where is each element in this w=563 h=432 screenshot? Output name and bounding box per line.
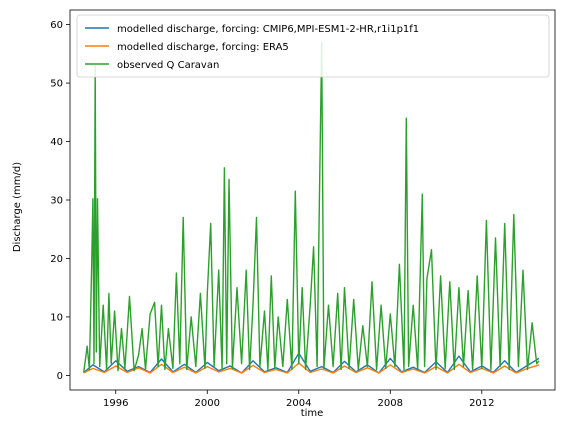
y-tick-label: 40 bbox=[50, 137, 63, 148]
x-tick-label: 2000 bbox=[195, 398, 220, 409]
legend-box bbox=[76, 14, 550, 78]
x-tick-label: 2008 bbox=[378, 398, 403, 409]
legend-label: modelled discharge, forcing: CMIP6,MPI-E… bbox=[117, 24, 419, 35]
x-axis: 1996 2000 2004 2008 2012 bbox=[103, 390, 495, 409]
series-line-0 bbox=[83, 352, 540, 374]
y-tick-label: 10 bbox=[50, 312, 63, 323]
x-tick-label: 2004 bbox=[286, 398, 311, 409]
y-tick-label: 30 bbox=[50, 196, 63, 207]
y-tick-label: 0 bbox=[57, 371, 63, 382]
y-tick-label: 60 bbox=[50, 20, 63, 31]
series-line-1 bbox=[83, 362, 540, 374]
y-tick-label: 20 bbox=[50, 254, 63, 265]
y-tick-label: 50 bbox=[50, 79, 63, 90]
legend-label: modelled discharge, forcing: ERA5 bbox=[117, 42, 289, 53]
legend-label: observed Q Caravan bbox=[117, 60, 219, 71]
x-tick-label: 2012 bbox=[469, 398, 494, 409]
y-axis: 0 10 20 30 40 50 60 bbox=[50, 20, 70, 382]
series-lines bbox=[83, 41, 540, 374]
legend: modelled discharge, forcing: CMIP6,MPI-E… bbox=[76, 14, 550, 78]
x-tick-label: 1996 bbox=[103, 398, 128, 409]
series-line-2 bbox=[83, 41, 540, 373]
x-axis-label: time bbox=[301, 408, 324, 419]
y-axis-label: Discharge (mm/d) bbox=[12, 162, 23, 252]
